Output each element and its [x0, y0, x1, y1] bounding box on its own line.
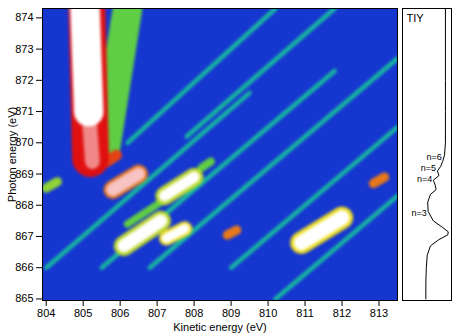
svg-text:n=4: n=4 — [417, 174, 432, 184]
svg-text:809: 809 — [222, 307, 240, 319]
svg-text:805: 805 — [74, 307, 92, 319]
svg-text:870: 870 — [15, 136, 34, 149]
svg-text:874: 874 — [15, 11, 33, 23]
svg-text:869: 869 — [15, 167, 34, 180]
svg-text:807: 807 — [148, 307, 166, 319]
svg-text:806: 806 — [111, 307, 129, 319]
svg-text:808: 808 — [185, 307, 203, 319]
svg-text:n=5: n=5 — [421, 163, 436, 173]
svg-text:873: 873 — [15, 43, 33, 55]
svg-text:865: 865 — [15, 292, 33, 304]
svg-text:Photon energy (eV): Photon energy (eV) — [6, 107, 18, 202]
svg-text:n=3: n=3 — [411, 208, 426, 218]
svg-text:n=6: n=6 — [426, 152, 441, 162]
svg-text:Kinetic energy (eV): Kinetic energy (eV) — [173, 321, 267, 333]
svg-text:812: 812 — [333, 307, 351, 319]
svg-text:811: 811 — [296, 307, 314, 319]
svg-text:867: 867 — [15, 230, 33, 242]
svg-text:804: 804 — [37, 307, 55, 319]
svg-text:TIY: TIY — [407, 12, 425, 24]
svg-text:872: 872 — [15, 74, 33, 86]
svg-text:813: 813 — [370, 307, 388, 319]
svg-text:810: 810 — [259, 307, 277, 319]
svg-text:866: 866 — [15, 261, 33, 273]
svg-text:868: 868 — [15, 198, 34, 211]
svg-text:871: 871 — [15, 105, 34, 118]
